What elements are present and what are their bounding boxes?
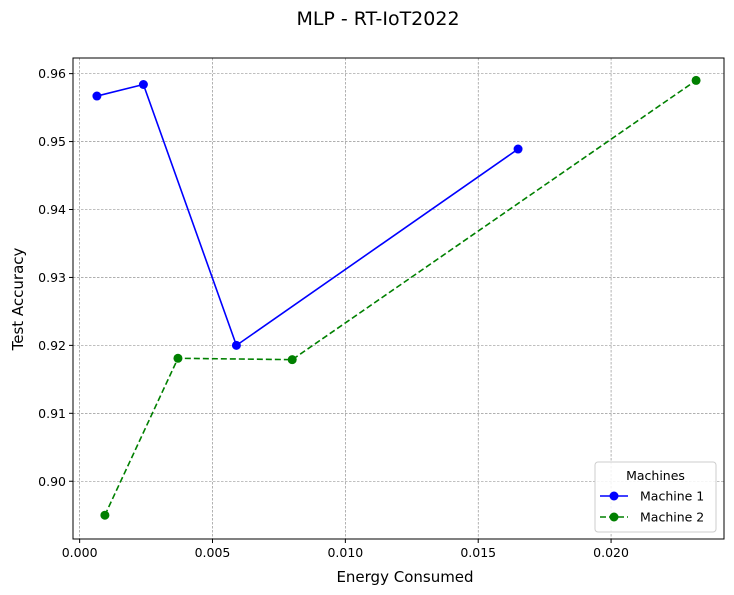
legend-marker-machine-1: [609, 491, 619, 501]
data-point-machine-1: [513, 144, 523, 154]
series-line-machine-2: [104, 79, 697, 516]
data-point-machine-1: [92, 91, 102, 101]
grid: [73, 58, 724, 539]
y-tick-label: 0.94: [38, 202, 66, 217]
data-point-machine-1: [138, 79, 148, 89]
x-axis-label: Energy Consumed: [336, 568, 473, 586]
y-tick-label: 0.90: [38, 474, 66, 489]
x-tick-label: 0.005: [195, 545, 231, 560]
y-tick-label: 0.95: [38, 134, 66, 149]
y-tick-label: 0.93: [38, 270, 66, 285]
data-point-machine-2: [287, 355, 297, 365]
plot-frame: [72, 57, 725, 540]
series-line-machine-1: [96, 83, 519, 347]
y-tick-label: 0.96: [38, 66, 66, 81]
y-tick-label: 0.92: [38, 338, 66, 353]
legend-marker-machine-2: [609, 512, 619, 522]
chart-title: MLP - RT-IoT2022: [296, 8, 459, 30]
x-tick-label: 0.000: [62, 545, 98, 560]
series-layer: [92, 75, 701, 520]
data-point-machine-2: [100, 510, 110, 520]
data-point-machine-2: [173, 353, 183, 363]
y-tick-label: 0.91: [38, 406, 66, 421]
data-point-machine-1: [231, 340, 241, 350]
legend-title: Machines: [626, 468, 685, 483]
x-tick-label: 0.010: [327, 545, 363, 560]
y-axis-label: Test Accuracy: [9, 247, 27, 351]
legend: Machines Machine 1 Machine 2: [594, 461, 717, 533]
x-tick-label: 0.015: [460, 545, 496, 560]
legend-label-machine-2: Machine 2: [640, 510, 704, 525]
data-point-machine-2: [691, 75, 701, 85]
ticks: 0.000 0.005 0.010 0.015 0.020 0.90 0.91 0.92 0.9…: [38, 66, 629, 560]
legend-box: [594, 461, 717, 533]
legend-label-machine-1: Machine 1: [640, 489, 704, 504]
x-tick-label: 0.020: [593, 545, 629, 560]
